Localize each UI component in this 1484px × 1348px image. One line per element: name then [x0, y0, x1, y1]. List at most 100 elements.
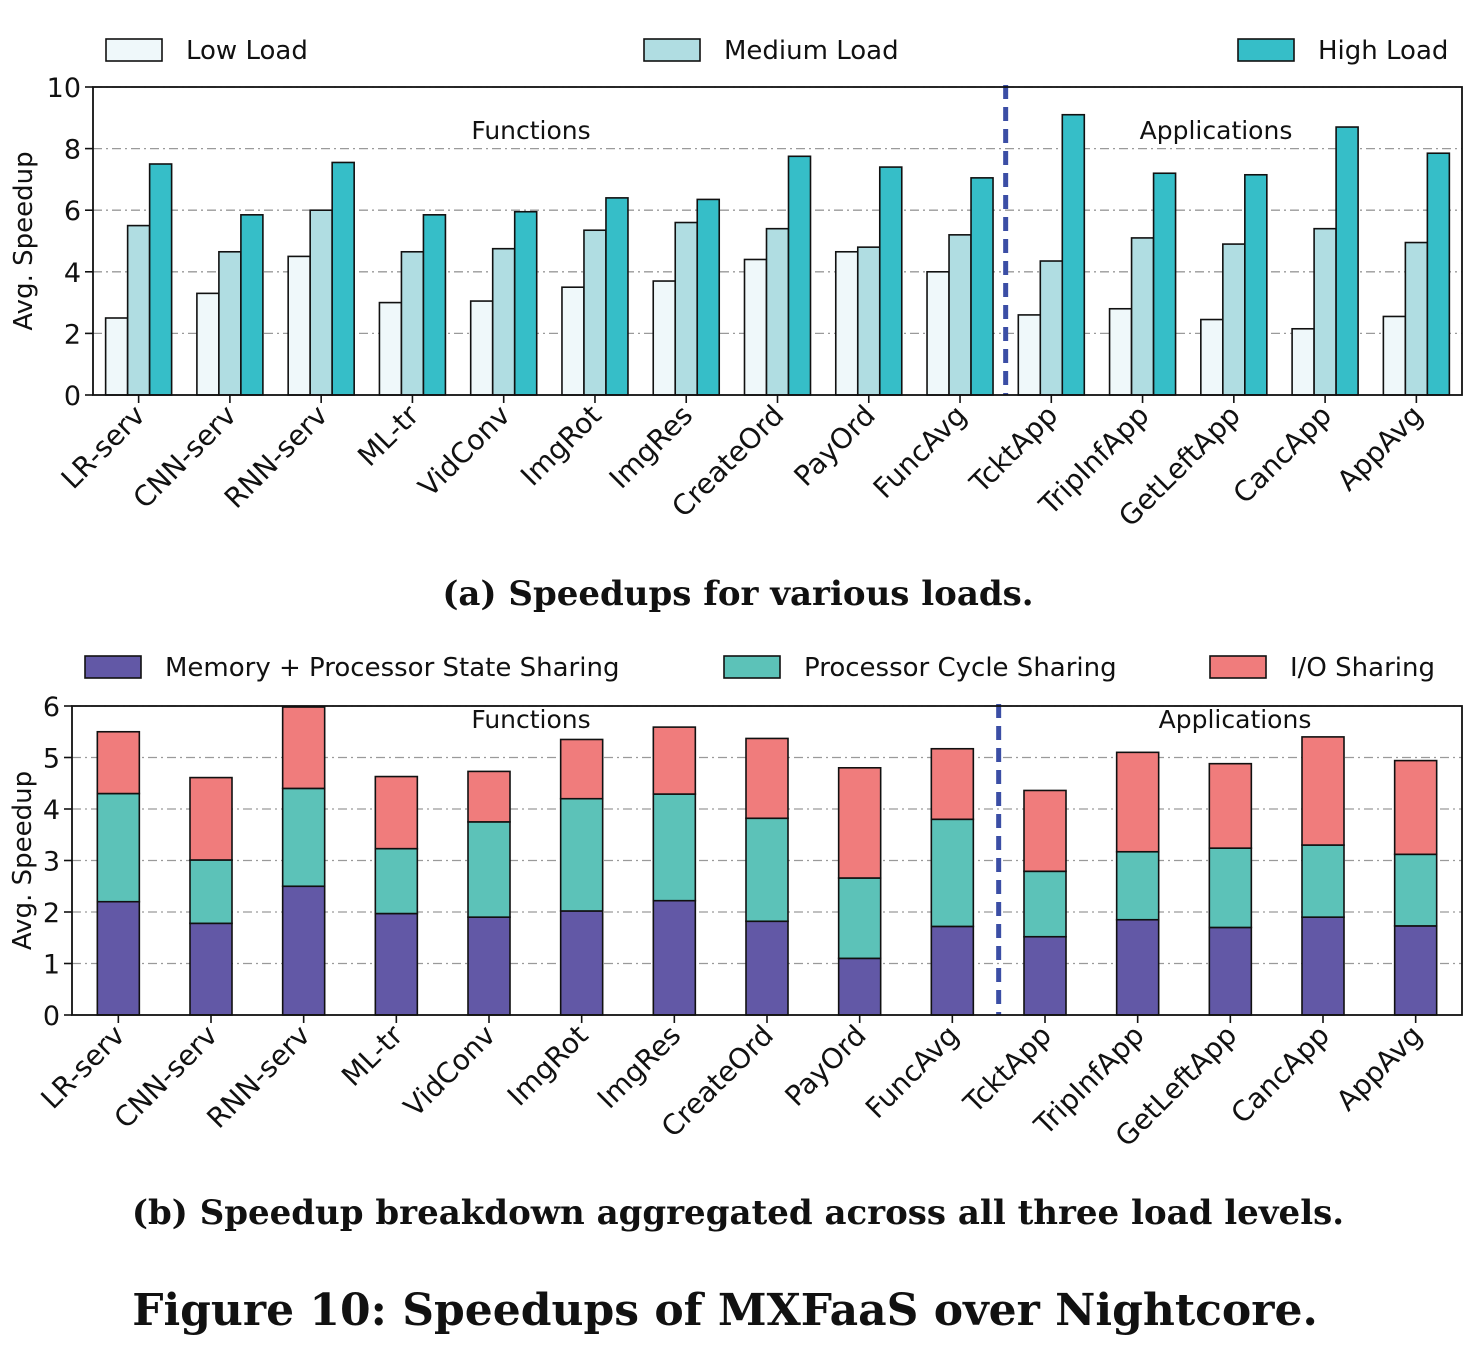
- bar-imgrot-memory-processor-state-sharing: [559, 910, 604, 1016]
- y-tick-label: 8: [64, 135, 81, 166]
- bar-tcktapp-memory-processor-state-sharing: [1023, 935, 1067, 1016]
- bar-getleftapp-processor-cycle-sharing: [1208, 847, 1253, 929]
- x-tick-label-imgrot: ImgRot: [501, 1019, 595, 1113]
- y-axis-title: Avg. Speedup: [8, 771, 38, 950]
- bar-cnn-serv-high-load: [240, 214, 264, 396]
- legend-label-high-load: High Load: [1318, 36, 1448, 66]
- bar-rnn-serv-i-o-sharing: [281, 706, 326, 790]
- x-tick-label-payord: PayOrd: [788, 399, 882, 493]
- y-tick-label: 2: [64, 319, 81, 350]
- bar-appavg-low-load: [1382, 315, 1407, 396]
- x-tick-label-ml-tr: ML-tr: [351, 398, 425, 472]
- bar-imgres-memory-processor-state-sharing: [652, 899, 697, 1016]
- chart-b-speedup-breakdown: Memory + Processor State Sharing Processo…: [8, 653, 1463, 1153]
- region-label-applications: Applications: [1140, 116, 1293, 145]
- bar-appavg-processor-cycle-sharing: [1393, 853, 1438, 927]
- bar-appavg-medium-load: [1404, 241, 1429, 396]
- bar-imgres-processor-cycle-sharing: [652, 793, 697, 902]
- chart-a-speedups-by-load: Low Load Medium Load High LoadLR-servCNN-s…: [9, 36, 1463, 533]
- bar-rnn-serv-high-load: [331, 161, 355, 396]
- bar-cnn-serv-i-o-sharing: [189, 776, 233, 861]
- x-tick-label-lr-serv: LR-serv: [34, 1019, 131, 1116]
- x-tick-label-vidconv: VidConv: [397, 1019, 502, 1124]
- bar-ml-tr-high-load: [422, 214, 447, 396]
- x-tick-label-imgrot: ImgRot: [514, 399, 608, 493]
- bar-cnn-serv-medium-load: [218, 250, 242, 396]
- bar-rnn-serv-low-load: [287, 255, 311, 396]
- bar-payord-processor-cycle-sharing: [837, 877, 882, 960]
- bar-cancapp-processor-cycle-sharing: [1301, 844, 1345, 918]
- plot-frame: [71, 705, 1463, 1016]
- bar-cancapp-high-load: [1335, 126, 1359, 396]
- y-axis-title: Avg. Speedup: [9, 151, 39, 330]
- bar-cnn-serv-memory-processor-state-sharing: [189, 922, 233, 1016]
- bar-payord-low-load: [834, 250, 859, 396]
- bar-payord-medium-load: [856, 246, 881, 396]
- bar-createord-memory-processor-state-sharing: [745, 920, 789, 1016]
- bar-funcavg-memory-processor-state-sharing: [930, 925, 975, 1016]
- x-tick-label-payord: PayOrd: [778, 1019, 872, 1113]
- y-tick-label: 0: [64, 381, 81, 412]
- bar-rnn-serv-processor-cycle-sharing: [281, 787, 326, 888]
- region-label-applications: Applications: [1159, 705, 1312, 734]
- x-tick-label-appavg: AppAvg: [1331, 399, 1430, 498]
- chart-b-caption: (b) Speedup breakdown aggregated across …: [132, 1193, 1344, 1233]
- bar-createord-medium-load: [765, 227, 790, 396]
- bar-cancapp-memory-processor-state-sharing: [1301, 916, 1345, 1016]
- legend-label-memory-processor-state-sharing: Memory + Processor State Sharing: [165, 653, 619, 683]
- x-tick-label-cancapp: CancApp: [1225, 1019, 1336, 1130]
- legend-swatch-memory-processor-state-sharing: [84, 655, 142, 679]
- bar-cnn-serv-low-load: [196, 292, 220, 396]
- x-tick-label-funcavg: FuncAvg: [867, 399, 973, 505]
- bar-tcktapp-i-o-sharing: [1023, 789, 1067, 873]
- bar-getleftapp-medium-load: [1222, 243, 1246, 396]
- bar-lr-serv-processor-cycle-sharing: [96, 792, 141, 903]
- plot-frame: [92, 86, 1463, 396]
- legend-label-medium-load: Medium Load: [724, 36, 899, 66]
- bar-ml-tr-i-o-sharing: [374, 775, 419, 850]
- x-tick-label-cancapp: CancApp: [1227, 399, 1338, 510]
- bar-funcavg-processor-cycle-sharing: [930, 818, 975, 928]
- bar-vidconv-processor-cycle-sharing: [467, 821, 511, 918]
- y-tick-label: 3: [43, 847, 60, 878]
- x-tick-label-imgres: ImgRes: [591, 1019, 687, 1115]
- region-label-functions: Functions: [471, 116, 590, 145]
- legend-label-low-load: Low Load: [186, 36, 308, 66]
- x-tick-label-vidconv: VidConv: [412, 399, 517, 504]
- y-tick-label: 10: [47, 73, 81, 104]
- bar-imgrot-medium-load: [583, 229, 607, 396]
- bar-imgres-medium-load: [674, 221, 699, 396]
- legend-label-processor-cycle-sharing: Processor Cycle Sharing: [804, 653, 1117, 683]
- bar-tripinfapp-low-load: [1108, 307, 1133, 396]
- y-tick-label: 5: [43, 744, 60, 775]
- legend-swatch-processor-cycle-sharing: [723, 655, 781, 679]
- legend-label-i-o-sharing: I/O Sharing: [1290, 653, 1435, 683]
- chart-a-caption: (a) Speedups for various loads.: [442, 574, 1033, 614]
- legend-swatch-low-load: [105, 38, 163, 62]
- bar-cancapp-medium-load: [1313, 227, 1337, 396]
- x-tick-label-ml-tr: ML-tr: [335, 1018, 409, 1092]
- legend-swatch-medium-load: [643, 38, 701, 62]
- bar-getleftapp-i-o-sharing: [1208, 762, 1253, 849]
- bar-vidconv-memory-processor-state-sharing: [467, 916, 511, 1016]
- y-tick-label: 4: [64, 258, 81, 289]
- bar-appavg-memory-processor-state-sharing: [1393, 925, 1438, 1016]
- bar-lr-serv-high-load: [148, 163, 173, 396]
- bar-funcavg-medium-load: [948, 234, 972, 396]
- bar-getleftapp-low-load: [1200, 318, 1224, 396]
- region-label-functions: Functions: [471, 705, 590, 734]
- x-tick-label-appavg: AppAvg: [1330, 1019, 1429, 1118]
- bar-funcavg-high-load: [970, 177, 994, 396]
- bar-rnn-serv-memory-processor-state-sharing: [281, 885, 326, 1016]
- y-tick-label: 4: [43, 795, 60, 826]
- bar-payord-high-load: [878, 166, 903, 396]
- legend-swatch-i-o-sharing: [1209, 655, 1267, 679]
- bar-imgrot-i-o-sharing: [559, 738, 604, 800]
- bar-vidconv-i-o-sharing: [467, 770, 511, 823]
- figure-caption: Figure 10: Speedups of MXFaaS over Night…: [132, 1285, 1318, 1336]
- bar-imgrot-low-load: [561, 286, 585, 396]
- bar-imgrot-processor-cycle-sharing: [559, 797, 604, 912]
- bar-payord-memory-processor-state-sharing: [837, 957, 882, 1016]
- bar-tripinfapp-medium-load: [1130, 237, 1155, 396]
